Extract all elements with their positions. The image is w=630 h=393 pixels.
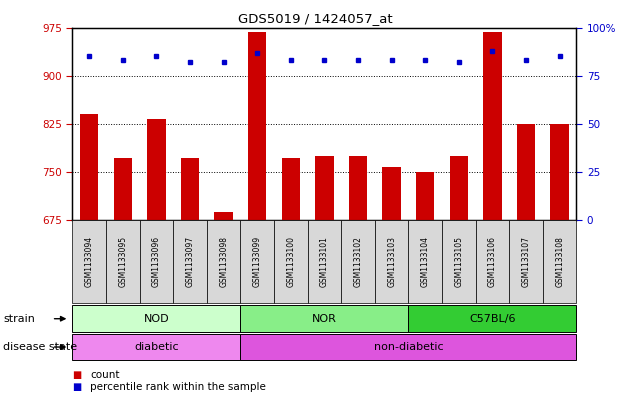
Bar [416,172,435,220]
Text: non-diabetic: non-diabetic [374,342,444,352]
Text: GSM1133096: GSM1133096 [152,236,161,287]
Text: GSM1133099: GSM1133099 [253,236,261,287]
Text: GSM1133095: GSM1133095 [118,236,127,287]
Bar [483,32,501,220]
Text: count: count [90,370,120,380]
Text: percentile rank within the sample: percentile rank within the sample [90,382,266,392]
Bar [80,114,98,220]
Text: GDS5019 / 1424057_at: GDS5019 / 1424057_at [238,12,392,25]
Bar [349,156,367,220]
Text: C57BL/6: C57BL/6 [469,314,516,324]
Text: GSM1133106: GSM1133106 [488,236,497,287]
Text: strain: strain [3,314,35,324]
Text: GSM1133107: GSM1133107 [522,236,530,287]
Text: GSM1133094: GSM1133094 [85,236,94,287]
Text: ■: ■ [72,370,82,380]
Text: NOR: NOR [312,314,337,324]
Bar [450,156,468,220]
Bar [282,158,300,220]
Text: GSM1133100: GSM1133100 [287,236,295,287]
Bar [181,158,199,220]
Text: GSM1133103: GSM1133103 [387,236,396,287]
Text: GSM1133102: GSM1133102 [353,236,362,287]
Text: disease state: disease state [3,342,77,352]
Bar [214,212,233,220]
Text: GSM1133101: GSM1133101 [320,236,329,287]
Text: ■: ■ [72,382,82,392]
Text: GSM1133098: GSM1133098 [219,236,228,287]
Text: GSM1133108: GSM1133108 [555,236,564,287]
Text: GSM1133104: GSM1133104 [421,236,430,287]
Bar [551,125,569,220]
Text: GSM1133105: GSM1133105 [454,236,463,287]
Bar [147,119,166,220]
Bar [315,156,334,220]
Bar [248,32,266,220]
Bar [382,167,401,220]
Bar [517,125,536,220]
Text: NOD: NOD [144,314,169,324]
Bar [113,158,132,220]
Text: GSM1133097: GSM1133097 [186,236,195,287]
Text: diabetic: diabetic [134,342,179,352]
